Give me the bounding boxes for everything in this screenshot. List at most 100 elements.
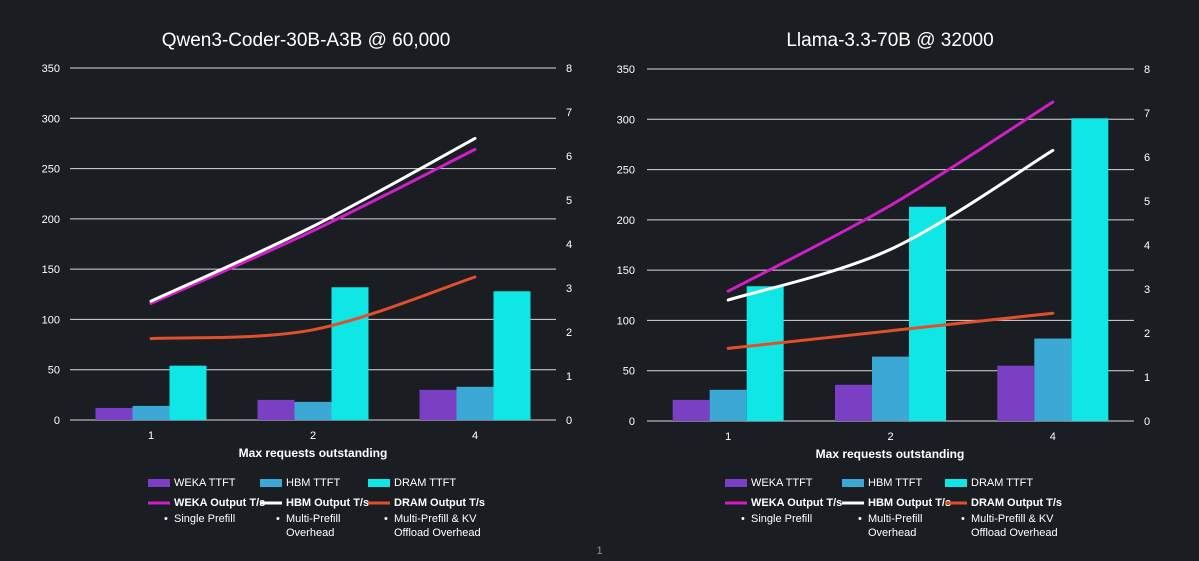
bar-weka-ttft — [95, 407, 133, 420]
legend-label: DRAM Output T/s — [394, 497, 485, 509]
legend-label: WEKA TTFT — [174, 477, 236, 489]
page-number: 1 — [596, 545, 603, 557]
y2-tick-label: 2 — [566, 327, 572, 339]
x-axis-label: Max requests outstanding — [816, 447, 965, 461]
bar-hbm-ttft — [132, 405, 170, 420]
y2-tick-label: 4 — [566, 239, 572, 251]
y2-tick-label: 7 — [566, 107, 572, 119]
legend-label: DRAM Output T/s — [971, 497, 1062, 509]
y2-tick-label: 5 — [1144, 196, 1150, 208]
bar-hbm-ttft — [456, 386, 494, 420]
bar-hbm-ttft — [872, 356, 909, 421]
bar-hbm-ttft — [294, 401, 332, 420]
y-tick-label: 50 — [48, 365, 60, 377]
bar-dram-ttft — [169, 365, 207, 420]
y-tick-label: 200 — [42, 214, 60, 226]
legend-swatch — [260, 479, 282, 487]
legend-swatch — [368, 479, 390, 487]
bar-weka-ttft — [257, 399, 295, 420]
y-tick-label: 0 — [54, 415, 60, 427]
legend-note: Multi-Prefill — [868, 513, 922, 525]
chart-qwen3-coder: Qwen3-Coder-30B-A3B @ 60,000050100150200… — [42, 30, 572, 539]
line-weka-output-t-s — [726, 100, 1055, 293]
y-tick-label: 350 — [42, 63, 60, 75]
bar-dram-ttft — [331, 287, 369, 420]
legend-swatch — [945, 479, 967, 487]
legend-label: HBM TTFT — [868, 477, 922, 489]
y2-tick-label: 7 — [1144, 108, 1150, 120]
x-tick-label: 1 — [725, 431, 731, 443]
x-tick-label: 4 — [1050, 431, 1056, 443]
bar-dram-ttft — [493, 291, 531, 420]
line-dram-output-t-s — [149, 275, 477, 341]
legend-label: HBM Output T/s — [868, 497, 951, 509]
bar-dram-ttft — [1071, 118, 1109, 421]
legend-bullet: • — [384, 513, 388, 525]
legend-note: Multi-Prefill & KV — [394, 513, 477, 525]
legend-bullet: • — [961, 513, 965, 525]
legend-note: Offload Overhead — [971, 527, 1058, 539]
bar-hbm-ttft — [1034, 338, 1072, 421]
x-tick-label: 1 — [148, 430, 154, 442]
x-tick-label: 2 — [310, 430, 316, 442]
bar-weka-ttft — [997, 365, 1035, 421]
bar-dram-ttft — [746, 286, 784, 421]
y-tick-label: 250 — [617, 165, 635, 177]
legend-swatch — [725, 479, 747, 487]
y2-tick-label: 2 — [1144, 328, 1150, 340]
y-tick-label: 100 — [617, 315, 635, 327]
x-axis-label: Max requests outstanding — [239, 446, 388, 460]
legend-note: Single Prefill — [174, 513, 235, 525]
line-weka-output-t-s — [149, 147, 477, 305]
y-tick-label: 200 — [617, 215, 635, 227]
chart-title: Llama-3.3-70B @ 32000 — [786, 30, 993, 51]
legend-label: DRAM TTFT — [971, 477, 1033, 489]
bar-weka-ttft — [419, 389, 457, 420]
y2-tick-label: 5 — [566, 195, 572, 207]
legend-bullet: • — [276, 513, 280, 525]
y-tick-label: 0 — [629, 416, 635, 428]
legend-swatch — [842, 479, 864, 487]
legend-note: Overhead — [868, 527, 916, 539]
legend-swatch — [148, 479, 170, 487]
legend-note: Offload Overhead — [394, 527, 481, 539]
y-tick-label: 100 — [42, 314, 60, 326]
y2-tick-label: 3 — [1144, 284, 1150, 296]
y2-tick-label: 6 — [1144, 152, 1150, 164]
chart-title: Qwen3-Coder-30B-A3B @ 60,000 — [162, 30, 451, 51]
y2-tick-label: 8 — [1144, 64, 1150, 76]
line-hbm-output-t-s — [149, 136, 477, 303]
y-tick-label: 350 — [617, 64, 635, 76]
legend-label: DRAM TTFT — [394, 477, 456, 489]
y2-tick-label: 4 — [1144, 240, 1150, 252]
y2-tick-label: 3 — [566, 283, 572, 295]
legend-bullet: • — [741, 513, 745, 525]
line-hbm-output-t-s — [726, 148, 1055, 302]
x-tick-label: 2 — [887, 431, 893, 443]
x-tick-label: 4 — [472, 430, 478, 442]
y-tick-label: 150 — [617, 265, 635, 277]
legend-note: Multi-Prefill — [286, 513, 340, 525]
y2-tick-label: 1 — [566, 371, 572, 383]
chart-llama-3-3: Llama-3.3-70B @ 320000501001502002503003… — [617, 30, 1150, 539]
legend-label: HBM Output T/s — [286, 497, 369, 509]
y-tick-label: 250 — [42, 164, 60, 176]
bar-weka-ttft — [835, 384, 872, 421]
legend-label: WEKA TTFT — [751, 477, 813, 489]
bar-dram-ttft — [909, 206, 946, 421]
legend-note: Overhead — [286, 527, 334, 539]
line-dram-output-t-s — [726, 311, 1055, 350]
legend-bullet: • — [858, 513, 862, 525]
y2-tick-label: 0 — [566, 415, 572, 427]
y-tick-label: 300 — [617, 114, 635, 126]
legend-bullet: • — [164, 513, 168, 525]
legend-label: WEKA Output T/s — [174, 497, 265, 509]
bar-weka-ttft — [672, 399, 710, 421]
y-tick-label: 50 — [623, 366, 635, 378]
y-tick-label: 150 — [42, 264, 60, 276]
y2-tick-label: 6 — [566, 151, 572, 163]
y2-tick-label: 0 — [1144, 416, 1150, 428]
legend-label: WEKA Output T/s — [751, 497, 842, 509]
legend-note: Single Prefill — [751, 513, 812, 525]
